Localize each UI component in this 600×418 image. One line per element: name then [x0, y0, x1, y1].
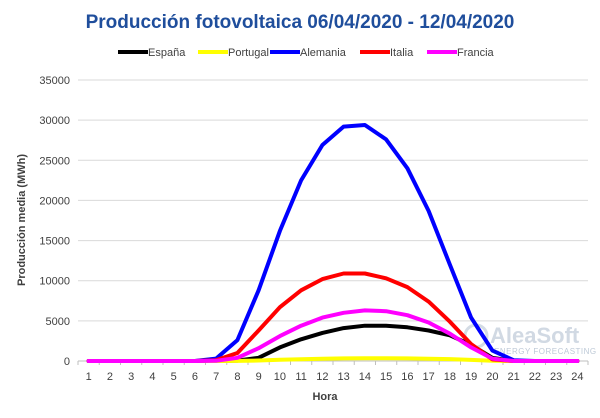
legend-label: Italia [390, 47, 414, 59]
series-lines [86, 123, 580, 363]
x-tick-label: 22 [529, 371, 541, 383]
watermark-brand: AleaSoft [490, 323, 580, 348]
y-tick-label: 20000 [39, 195, 70, 207]
x-tick-label: 14 [359, 371, 371, 383]
x-tick-label: 20 [486, 371, 498, 383]
x-tick-label: 8 [234, 371, 240, 383]
x-tick-label: 12 [316, 371, 328, 383]
x-tick-label: 5 [171, 371, 177, 383]
y-tick-label: 30000 [39, 115, 70, 127]
x-tick-label: 13 [338, 371, 350, 383]
chart-title: Producción fotovoltaica 06/04/2020 - 12/… [86, 12, 515, 33]
y-tick-label: 25000 [39, 155, 70, 167]
x-tick-label: 11 [295, 371, 306, 383]
watermark-tagline: ENERGY FORECASTING [494, 347, 597, 356]
y-tick-label: 10000 [39, 276, 70, 288]
x-tick-label: 7 [213, 371, 219, 383]
y-axis-title: Producción media (MWh) [16, 154, 28, 286]
x-tick-label: 15 [380, 371, 392, 383]
x-tick-label: 6 [192, 371, 198, 383]
gridlines [78, 79, 588, 322]
x-tick-label: 18 [444, 371, 456, 383]
legend-label: Francia [457, 47, 495, 59]
legend: España Portugal Alemania Italia Francia [118, 47, 495, 59]
x-tick-label: 10 [274, 371, 286, 383]
x-tick-label: 23 [550, 371, 562, 383]
x-tick-label: 1 [86, 371, 92, 383]
series-line-francia [86, 308, 580, 363]
x-tick-label: 19 [465, 371, 477, 383]
x-tick-label: 4 [149, 371, 155, 383]
y-tick-label: 15000 [39, 236, 70, 248]
x-tick-label: 17 [423, 371, 435, 383]
legend-label: Alemania [300, 47, 347, 59]
x-tick-label: 24 [571, 371, 583, 383]
y-tick-label: 5000 [46, 316, 70, 328]
x-tick-label: 3 [128, 371, 134, 383]
x-tick-label: 16 [401, 371, 413, 383]
y-tick-label: 35000 [39, 75, 70, 87]
x-tick-label: 9 [256, 371, 262, 383]
x-tick-label: 21 [508, 371, 520, 383]
legend-label: España [148, 47, 186, 59]
y-tick-label: 0 [64, 356, 70, 368]
x-tick-label: 2 [107, 371, 113, 383]
x-axis-title: Hora [312, 391, 338, 403]
legend-label: Portugal [228, 47, 269, 59]
